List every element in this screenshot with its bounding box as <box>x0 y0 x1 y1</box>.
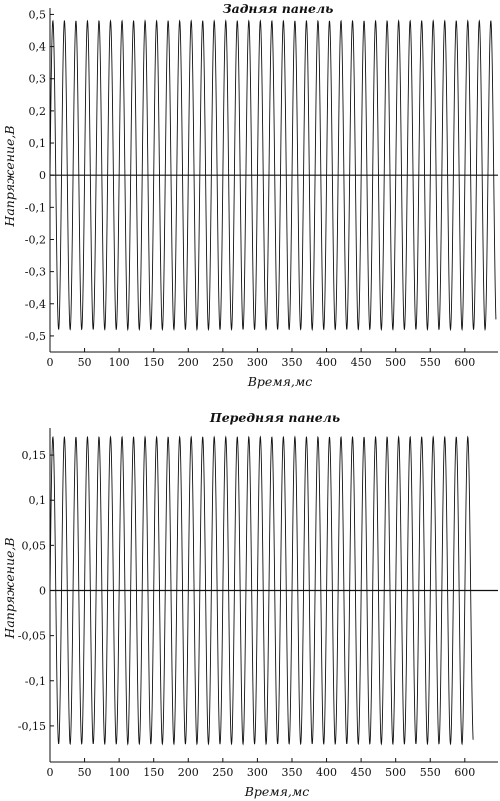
series-line <box>49 435 474 746</box>
x-tick-label: 50 <box>78 766 92 779</box>
y-tick-label: 0,4 <box>29 41 47 54</box>
x-tick-label: 50 <box>78 356 92 369</box>
y-tick-label: 0,05 <box>22 539 47 552</box>
y-tick-label: 0,5 <box>29 8 47 21</box>
y-tick-label: 0 <box>39 584 46 597</box>
y-tick-label: -0,05 <box>18 630 46 643</box>
x-tick-label: 300 <box>247 766 268 779</box>
series-line <box>49 19 497 332</box>
x-tick-label: 350 <box>281 766 302 779</box>
x-tick-label: 200 <box>178 766 199 779</box>
x-tick-label: 250 <box>212 766 233 779</box>
x-tick-label: 350 <box>281 356 302 369</box>
x-tick-label: 500 <box>385 766 406 779</box>
chart-title: Задняя панель <box>223 1 334 16</box>
y-axis-label: Напряжение,В <box>2 537 17 639</box>
x-tick-label: 0 <box>47 766 54 779</box>
y-tick-label: -0,2 <box>25 233 46 246</box>
x-tick-label: 400 <box>316 356 337 369</box>
x-tick-label: 0 <box>47 356 54 369</box>
x-tick-label: 550 <box>420 766 441 779</box>
x-tick-label: 300 <box>247 356 268 369</box>
x-tick-label: 250 <box>212 356 233 369</box>
x-tick-label: 600 <box>454 356 475 369</box>
y-tick-label: 0,15 <box>22 449 47 462</box>
chart-rear-panel: Задняя панель Напряжение,В Время,мс -0,5… <box>2 1 498 389</box>
x-tick-label: 450 <box>351 356 372 369</box>
y-tick-label: 0,1 <box>29 494 47 507</box>
x-tick-label: 550 <box>420 356 441 369</box>
x-tick-label: 450 <box>351 766 372 779</box>
x-tick-label: 500 <box>385 356 406 369</box>
x-tick-label: 100 <box>109 766 130 779</box>
x-tick-label: 200 <box>178 356 199 369</box>
x-tick-label: 600 <box>454 766 475 779</box>
x-tick-label: 150 <box>143 356 164 369</box>
chart-front-panel: Передняя панель Напряжение,В Время,мс -0… <box>2 410 498 799</box>
y-tick-label: -0,15 <box>18 720 46 733</box>
y-axis-label: Напряжение,В <box>2 125 17 227</box>
x-tick-label: 100 <box>109 356 130 369</box>
y-tick-label: 0,1 <box>29 137 47 150</box>
y-tick-label: -0,1 <box>25 201 46 214</box>
y-tick-label: -0,3 <box>25 266 46 279</box>
y-tick-label: -0,1 <box>25 675 46 688</box>
x-tick-label: 150 <box>143 766 164 779</box>
y-tick-label: 0 <box>39 169 46 182</box>
x-axis-label: Время,мс <box>244 784 310 799</box>
y-tick-label: 0,2 <box>29 105 47 118</box>
chart-title: Передняя панель <box>209 410 340 425</box>
y-tick-label: -0,4 <box>25 298 46 311</box>
x-tick-label: 400 <box>316 766 337 779</box>
x-axis-label: Время,мс <box>247 374 313 389</box>
y-tick-label: 0,3 <box>29 73 47 86</box>
y-tick-label: -0,5 <box>25 330 46 343</box>
